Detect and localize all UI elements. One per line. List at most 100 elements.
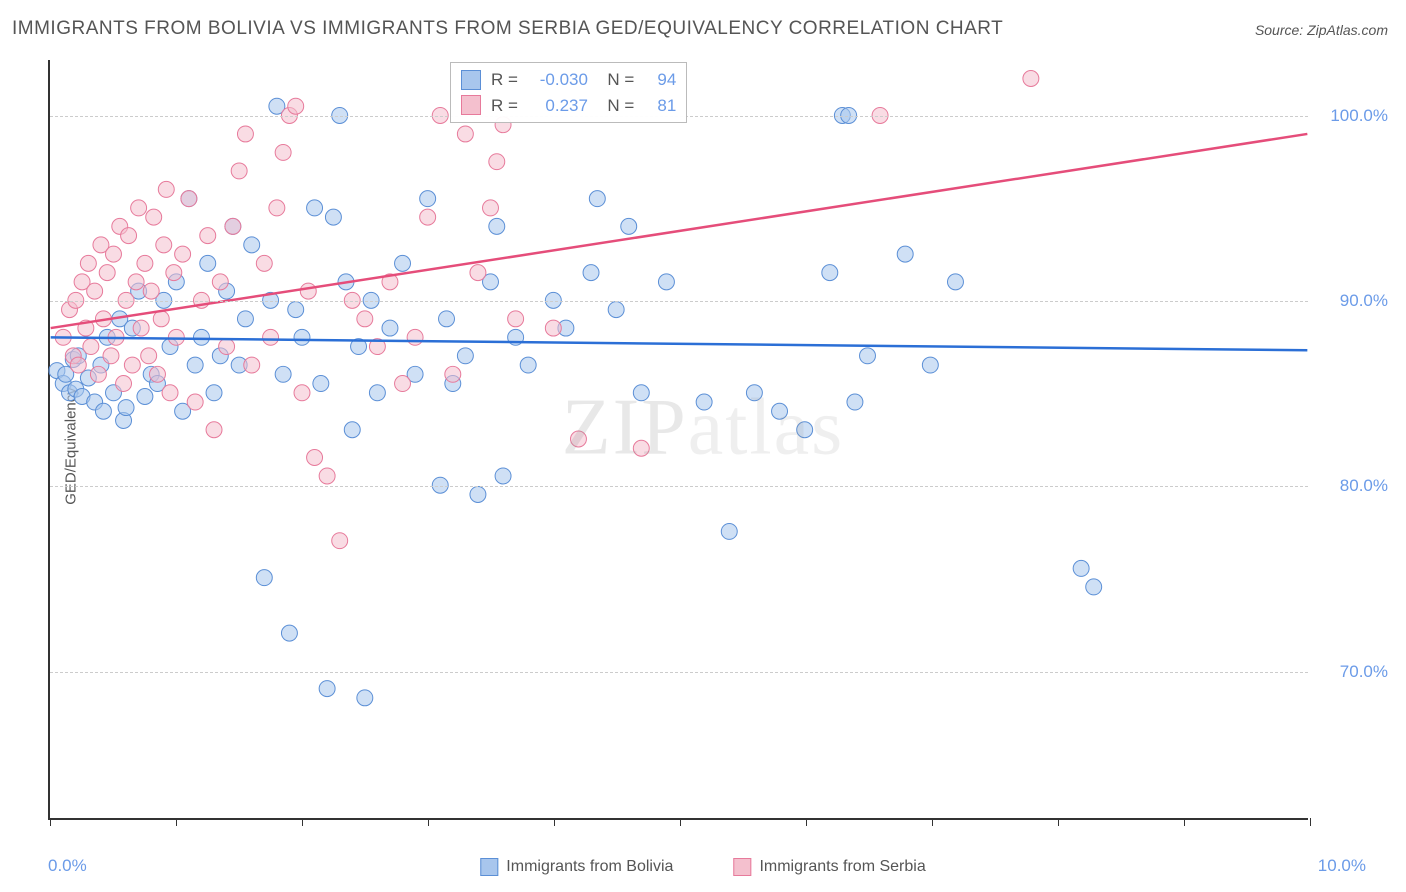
scatter-point: [70, 357, 86, 373]
scatter-point: [187, 394, 203, 410]
stats-n-value: 81: [644, 93, 676, 119]
scatter-point: [156, 237, 172, 253]
scatter-point: [162, 385, 178, 401]
scatter-point: [256, 255, 272, 271]
scatter-point: [822, 265, 838, 281]
scatter-point: [489, 218, 505, 234]
scatter-point: [141, 348, 157, 364]
scatter-point: [382, 320, 398, 336]
scatter-point: [407, 329, 423, 345]
y-tick-label: 70.0%: [1340, 662, 1388, 682]
legend-swatch: [480, 858, 498, 876]
scatter-point: [746, 385, 762, 401]
scatter-point: [457, 348, 473, 364]
stats-r-value: -0.030: [528, 67, 588, 93]
scatter-point: [128, 274, 144, 290]
scatter-point: [206, 422, 222, 438]
scatter-point: [922, 357, 938, 373]
scatter-point: [1023, 71, 1039, 87]
scatter-point: [300, 283, 316, 299]
x-tick: [932, 818, 933, 826]
legend-swatch: [733, 858, 751, 876]
stats-r-label: R =: [491, 93, 518, 119]
scatter-point: [325, 209, 341, 225]
scatter-point: [244, 357, 260, 373]
scatter-point: [420, 191, 436, 207]
scatter-point: [99, 265, 115, 281]
scatter-point: [307, 200, 323, 216]
scatter-point: [897, 246, 913, 262]
scatter-point: [357, 311, 373, 327]
scatter-point: [489, 154, 505, 170]
scatter-point: [200, 228, 216, 244]
scatter-point: [495, 468, 511, 484]
scatter-point: [432, 477, 448, 493]
legend-label: Immigrants from Bolivia: [506, 858, 673, 876]
scatter-point: [95, 403, 111, 419]
scatter-point: [508, 311, 524, 327]
scatter-point: [200, 255, 216, 271]
stats-r-label: R =: [491, 67, 518, 93]
scatter-point: [608, 302, 624, 318]
scatter-point: [116, 376, 132, 392]
scatter-point: [457, 126, 473, 142]
scatter-point: [263, 329, 279, 345]
scatter-point: [288, 302, 304, 318]
stats-n-label: N =: [598, 67, 634, 93]
legend-item: Immigrants from Serbia: [733, 858, 925, 876]
x-tick: [1310, 818, 1311, 826]
scatter-point: [225, 218, 241, 234]
legend-label: Immigrants from Serbia: [759, 858, 925, 876]
legend-item: Immigrants from Bolivia: [480, 858, 673, 876]
scatter-point: [395, 255, 411, 271]
gridline: [50, 672, 1308, 673]
x-tick: [302, 818, 303, 826]
scatter-point: [137, 255, 153, 271]
scatter-point: [181, 191, 197, 207]
scatter-point: [319, 468, 335, 484]
scatter-point: [395, 376, 411, 392]
stats-swatch: [461, 95, 481, 115]
scatter-point: [570, 431, 586, 447]
x-tick: [50, 818, 51, 826]
scatter-point: [332, 533, 348, 549]
scatter-point: [149, 366, 165, 382]
correlation-stats-box: R =-0.030 N =94R =0.237 N =81: [450, 62, 687, 123]
scatter-point: [206, 385, 222, 401]
scatter-point: [219, 339, 235, 355]
scatter-point: [106, 246, 122, 262]
stats-swatch: [461, 70, 481, 90]
scatter-point: [90, 366, 106, 382]
scatter-point: [166, 265, 182, 281]
scatter-point: [797, 422, 813, 438]
scatter-point: [633, 385, 649, 401]
stats-n-label: N =: [598, 93, 634, 119]
chart-svg: [50, 60, 1308, 818]
scatter-point: [445, 366, 461, 382]
source-attribution: Source: ZipAtlas.com: [1255, 22, 1388, 38]
y-tick-label: 80.0%: [1340, 476, 1388, 496]
gridline: [50, 301, 1308, 302]
scatter-point: [146, 209, 162, 225]
scatter-point: [313, 376, 329, 392]
scatter-point: [237, 311, 253, 327]
scatter-point: [294, 385, 310, 401]
scatter-point: [1073, 560, 1089, 576]
x-tick: [176, 818, 177, 826]
scatter-point: [545, 320, 561, 336]
scatter-point: [124, 357, 140, 373]
x-tick: [680, 818, 681, 826]
scatter-point: [153, 311, 169, 327]
scatter-point: [483, 200, 499, 216]
scatter-point: [281, 625, 297, 641]
scatter-point: [344, 422, 360, 438]
scatter-point: [520, 357, 536, 373]
chart-title: IMMIGRANTS FROM BOLIVIA VS IMMIGRANTS FR…: [12, 18, 1003, 40]
scatter-point: [721, 523, 737, 539]
scatter-point: [583, 265, 599, 281]
bottom-legend: Immigrants from Bolivia Immigrants from S…: [480, 858, 925, 876]
scatter-point: [87, 283, 103, 299]
scatter-point: [947, 274, 963, 290]
x-axis-max-label: 10.0%: [1318, 856, 1366, 876]
scatter-point: [357, 690, 373, 706]
